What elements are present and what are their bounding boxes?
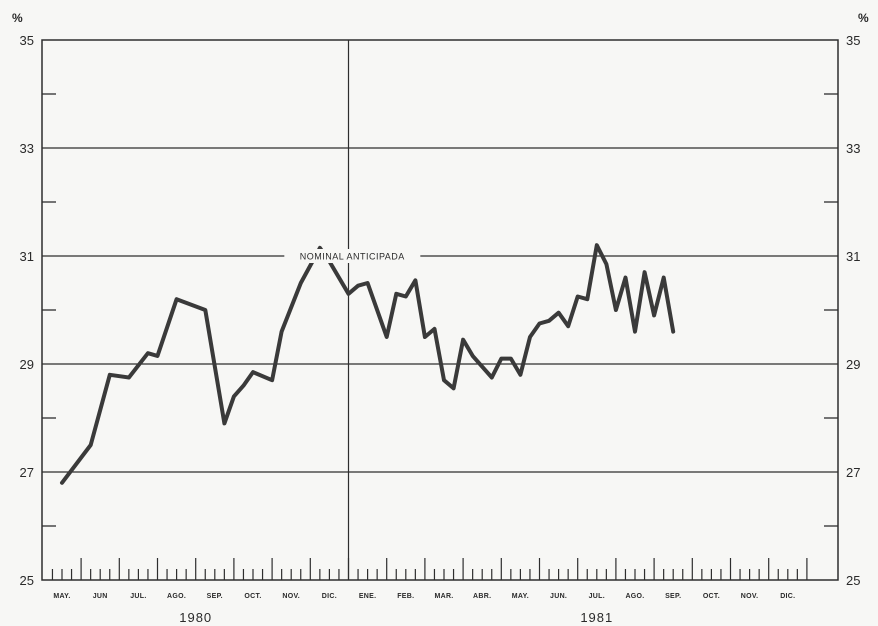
data-point	[528, 335, 532, 339]
month-label-10: MAR.	[434, 593, 453, 600]
year-label-1980: 1980	[179, 610, 212, 625]
data-point	[203, 308, 207, 312]
data-point	[251, 370, 255, 374]
month-label-0: MAY.	[53, 593, 70, 600]
data-point	[604, 262, 608, 266]
month-label-15: AGO.	[625, 593, 644, 600]
ytick-left-33: 33	[20, 141, 34, 156]
data-point	[537, 321, 542, 326]
data-point	[127, 375, 131, 380]
month-label-6: NOV.	[282, 593, 300, 600]
ytick-right-35: 35	[846, 33, 860, 48]
plot-frame	[41, 39, 839, 581]
data-point	[623, 276, 628, 280]
annotation-nominal-anticipada: NOMINAL ANTICIPADA	[300, 252, 405, 262]
data-point	[270, 378, 274, 382]
data-point	[318, 246, 322, 250]
month-label-19: DIC.	[780, 593, 795, 600]
annotation-layer: NOMINAL ANTICIPADA	[284, 249, 421, 263]
month-label-14: JUL.	[589, 593, 605, 600]
data-point	[585, 297, 589, 301]
month-label-17: OCT.	[703, 593, 720, 600]
data-point	[671, 330, 675, 334]
data-point	[509, 357, 513, 361]
annotation-background	[284, 249, 421, 263]
data-point	[614, 308, 618, 312]
ytick-left-29: 29	[20, 357, 34, 372]
data-point	[241, 384, 246, 388]
data-point	[346, 292, 351, 296]
month-label-18: NOV.	[741, 593, 759, 600]
month-label-9: FEB.	[397, 593, 414, 600]
data-point	[155, 354, 160, 358]
ytick-right-25: 25	[846, 573, 860, 588]
data-point	[222, 421, 226, 425]
data-point	[518, 373, 523, 377]
data-point	[566, 324, 570, 328]
month-label-7: DIC.	[322, 593, 337, 600]
data-point	[432, 327, 437, 331]
ytick-left-35: 35	[20, 33, 34, 48]
data-point	[471, 354, 475, 358]
data-point	[394, 292, 398, 296]
unit-label-right: %	[858, 11, 869, 25]
ytick-left-27: 27	[20, 465, 34, 480]
data-point	[557, 311, 561, 315]
data-point	[232, 394, 236, 398]
axis-labels: 25 25 27 27 29 29 31 31 33 33 35 35% % MAY. JUN JUL. AGO…	[12, 11, 869, 625]
data-point	[595, 243, 599, 247]
data-point	[89, 443, 93, 447]
data-point	[175, 297, 179, 301]
data-point	[413, 278, 417, 282]
month-label-12: MAY.	[512, 593, 529, 600]
data-point	[499, 357, 503, 361]
data-point	[461, 338, 465, 342]
data-point	[423, 335, 427, 339]
data-point	[547, 319, 551, 323]
data-point	[146, 351, 150, 355]
data-point	[356, 284, 360, 288]
ytick-right-33: 33	[846, 141, 860, 156]
month-label-3: AGO.	[167, 593, 186, 600]
month-label-4: SEP.	[207, 593, 223, 600]
gridlines	[42, 40, 838, 580]
data-point	[280, 330, 284, 334]
data-point	[299, 281, 303, 285]
month-label-5: OCT.	[244, 593, 261, 600]
data-point	[451, 386, 456, 390]
ytick-left-31: 31	[20, 249, 34, 264]
plot-border	[41, 39, 839, 581]
month-label-2: JUL.	[130, 593, 146, 600]
data-point	[490, 375, 494, 380]
month-label-13: JUN.	[550, 593, 567, 600]
month-label-16: SEP.	[665, 593, 681, 600]
data-point	[633, 330, 637, 334]
ytick-right-29: 29	[846, 357, 860, 372]
ytick-left-25: 25	[20, 573, 34, 588]
data-point	[385, 335, 389, 339]
ytick-right-31: 31	[846, 249, 860, 264]
data-point	[662, 276, 666, 280]
ytick-right-27: 27	[846, 465, 860, 480]
month-label-1: JUN	[93, 593, 108, 600]
unit-label-left: %	[12, 11, 23, 25]
data-point	[480, 365, 484, 369]
data-point	[404, 294, 408, 299]
axis-ticks	[42, 93, 838, 580]
data-point	[576, 294, 580, 299]
data-point	[366, 281, 370, 285]
year-label-1981: 1981	[580, 610, 613, 625]
month-label-8: ENE.	[359, 593, 377, 600]
data-point	[442, 378, 446, 382]
month-label-11: ABR.	[473, 593, 491, 600]
data-point	[642, 270, 647, 274]
data-point	[60, 481, 64, 485]
data-point	[652, 313, 656, 317]
data-point	[108, 373, 112, 377]
